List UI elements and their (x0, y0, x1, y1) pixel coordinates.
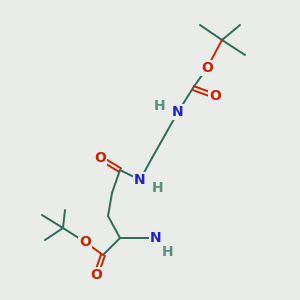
Text: H: H (154, 99, 166, 113)
Text: O: O (94, 151, 106, 165)
Text: N: N (172, 105, 184, 119)
Text: O: O (209, 89, 221, 103)
Text: H: H (152, 181, 164, 195)
Text: H: H (162, 245, 174, 259)
Text: O: O (201, 61, 213, 75)
Text: O: O (79, 235, 91, 249)
Text: N: N (134, 173, 146, 187)
Text: N: N (150, 231, 162, 245)
Text: O: O (90, 268, 102, 282)
